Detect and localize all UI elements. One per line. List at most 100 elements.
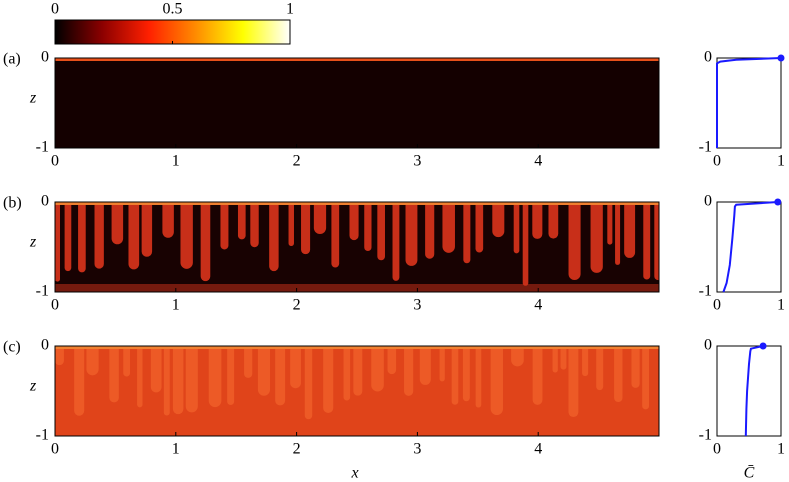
finger — [615, 202, 621, 265]
x-tick-label: 1 — [172, 441, 180, 458]
axes-frame — [716, 57, 782, 149]
y-tick-label: 0 — [704, 193, 712, 210]
x-axis-label: C̄ — [744, 465, 755, 482]
finger — [492, 202, 505, 238]
finger — [522, 202, 529, 286]
finger — [513, 202, 520, 254]
finger — [123, 346, 131, 377]
panel-label: (b) — [3, 195, 22, 212]
finger — [631, 346, 640, 388]
finger — [451, 346, 459, 405]
finger — [55, 346, 64, 366]
y-tick-label: -1 — [36, 139, 49, 156]
finger — [257, 346, 271, 396]
finger — [180, 202, 193, 269]
finger — [111, 202, 124, 245]
y-tick-label: 0 — [704, 337, 712, 354]
finger — [590, 202, 603, 273]
finger — [552, 346, 558, 373]
x-tick-label: 0 — [51, 441, 59, 458]
finger — [642, 346, 650, 410]
colorbar — [54, 19, 291, 45]
finger — [290, 346, 301, 389]
y-tick-label: -1 — [699, 427, 712, 444]
finger — [78, 202, 86, 273]
field-pattern — [55, 58, 659, 61]
finger — [643, 202, 651, 280]
x-tick-label: 2 — [293, 297, 301, 314]
y-tick-label: 0 — [41, 193, 49, 210]
finger — [128, 202, 140, 270]
finger — [532, 346, 543, 405]
finger — [364, 202, 372, 252]
finger — [568, 346, 579, 418]
finger — [387, 346, 397, 375]
profile-line — [744, 345, 764, 437]
finger — [377, 202, 385, 261]
finger — [353, 346, 363, 396]
finger — [568, 202, 581, 280]
finger — [475, 346, 482, 408]
finger — [200, 202, 211, 282]
y-axis-label: z — [29, 90, 37, 107]
finger — [511, 346, 524, 367]
x-tick-label: 0 — [51, 153, 59, 170]
top-layer — [55, 58, 659, 61]
finger — [425, 202, 435, 259]
finger — [624, 202, 636, 258]
x-tick-label: 0 — [713, 297, 721, 314]
finger — [405, 202, 418, 266]
x-tick-label: 3 — [413, 441, 421, 458]
finger — [532, 202, 543, 239]
axes-frame — [716, 345, 782, 437]
bottom-layer — [55, 284, 659, 292]
colorbar-tick-label: 1 — [286, 1, 294, 18]
panel-label: (c) — [3, 339, 21, 356]
finger — [220, 202, 229, 250]
x-tick-label: 2 — [293, 441, 301, 458]
x-tick-label: 1 — [172, 153, 180, 170]
y-tick-label: 0 — [41, 49, 49, 66]
x-tick-label: 4 — [534, 153, 542, 170]
y-tick-label: 0 — [704, 49, 712, 66]
finger — [109, 346, 119, 403]
finger — [654, 202, 659, 281]
y-axis-label: z — [29, 234, 37, 251]
finger — [614, 346, 623, 403]
x-tick-label: 0 — [713, 153, 721, 170]
finger — [463, 202, 471, 264]
finger — [560, 346, 567, 370]
finger — [301, 202, 311, 255]
profile-line — [716, 57, 782, 148]
finger — [172, 346, 184, 415]
axes-frame — [716, 201, 782, 293]
colorbar-tick-label: 0.5 — [163, 1, 183, 18]
finger — [439, 346, 445, 382]
y-tick-label: -1 — [36, 283, 49, 300]
x-axis-label: x — [350, 465, 358, 482]
x-tick-label: 4 — [534, 297, 542, 314]
top-layer — [55, 346, 659, 349]
finger — [185, 346, 198, 413]
finger — [269, 202, 279, 272]
surface-point — [759, 342, 767, 350]
finger — [162, 202, 174, 238]
y-tick-label: -1 — [699, 139, 712, 156]
colorbar-tick-label: 0 — [51, 1, 59, 18]
finger — [607, 202, 613, 245]
finger — [304, 346, 313, 420]
finger — [331, 202, 340, 268]
finger — [596, 346, 604, 391]
x-tick-label: 1 — [777, 441, 785, 458]
axes-frame — [54, 345, 660, 437]
finger — [237, 202, 246, 240]
x-tick-label: 0 — [713, 441, 721, 458]
finger — [244, 346, 253, 378]
axes-frame — [54, 201, 660, 293]
x-tick-label: 3 — [413, 297, 421, 314]
finger — [64, 202, 72, 272]
finger — [55, 202, 60, 282]
field-pattern — [55, 202, 659, 292]
finger — [150, 346, 162, 393]
finger — [141, 202, 153, 257]
